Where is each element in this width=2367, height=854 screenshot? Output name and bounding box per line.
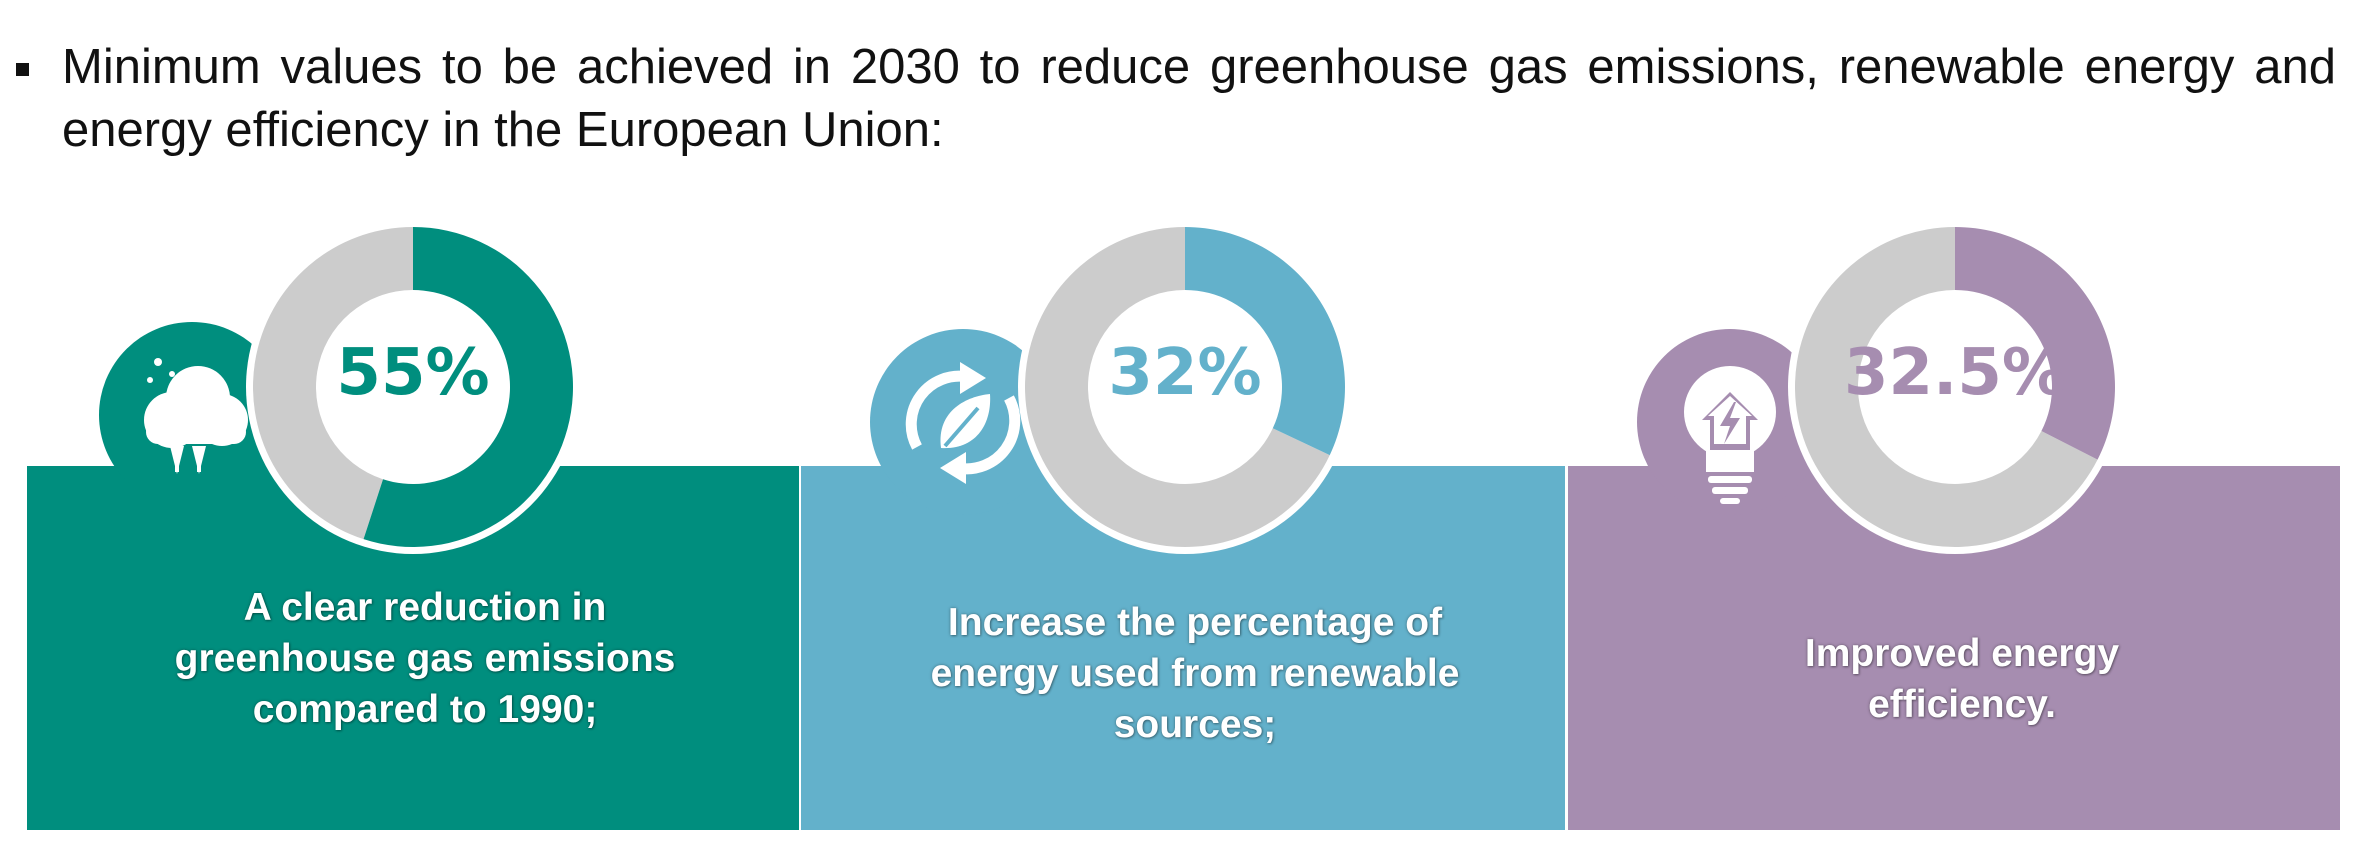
donut-emissions-remainder (252, 227, 413, 540)
cloud-icon (144, 358, 248, 474)
donut-renewables-value-label: 32% (1108, 336, 1262, 410)
donut-efficiency-remainder (1795, 227, 2098, 547)
donut-emissions (246, 220, 580, 554)
donut-renewables-remainder (1025, 227, 1330, 547)
donut-emissions-value-arc (363, 227, 573, 547)
panel-efficiency (1568, 220, 2340, 830)
donut-renewables-value-arc (1185, 227, 1345, 456)
bullet-icon (16, 63, 29, 76)
donut-efficiency (1788, 220, 2122, 554)
donut-emissions-value-label: 55% (336, 336, 490, 410)
panel-renewables-description: Increase the percentage of energy used f… (930, 601, 1460, 746)
intro-text: Minimum values to be achieved in 2030 to… (62, 40, 2336, 157)
donut-efficiency-value-label: 32.5% (1843, 336, 2067, 410)
panel-renewables (801, 220, 1565, 830)
panel-emissions (27, 220, 799, 830)
panel-emissions-description: A clear reduction in greenhouse gas emis… (174, 586, 676, 731)
donut-renewables (1018, 220, 1352, 554)
renewable-leaf-icon (905, 362, 1021, 484)
panel-efficiency-description: Improved energy efficiency. (1804, 632, 2120, 726)
donut-efficiency-value-arc (1955, 227, 2115, 460)
lightbulb-house-icon (1684, 366, 1776, 504)
intro-paragraph: Minimum values to be achieved in 2030 to… (16, 36, 2336, 162)
